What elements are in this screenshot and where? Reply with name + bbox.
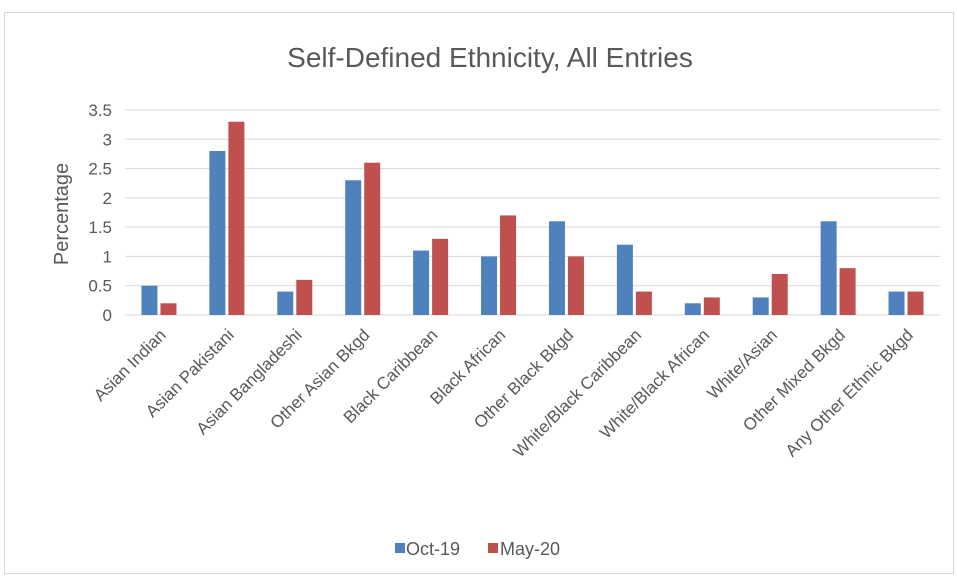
bar-oct-19-2 [277, 291, 294, 315]
y-tick-label: 3.5 [88, 101, 112, 120]
bar-may-20-4 [432, 238, 449, 315]
bar-oct-19-4 [413, 250, 430, 315]
bar-may-20-7 [635, 291, 652, 315]
chart-title: Self-Defined Ethnicity, All Entries [287, 42, 693, 73]
bar-oct-19-5 [481, 256, 498, 315]
bar-may-20-2 [296, 279, 313, 315]
y-tick-labels: 0 0.5 1 1.5 2 2.5 3 3.5 [88, 101, 112, 325]
gridlines [125, 109, 940, 316]
bars [141, 121, 924, 315]
bar-oct-19-0 [141, 285, 158, 315]
bar-may-20-3 [364, 162, 381, 315]
x-tick-label: White/Black Caribbean [509, 325, 645, 461]
bar-oct-19-10 [820, 221, 837, 315]
y-tick-label: 0 [103, 306, 112, 325]
bar-oct-19-7 [616, 244, 633, 315]
legend-label: May-20 [500, 539, 560, 559]
bar-oct-19-1 [209, 151, 226, 315]
y-axis-label: Percentage [51, 163, 73, 265]
bar-may-20-10 [839, 268, 856, 315]
legend-swatch-oct-19 [395, 543, 405, 553]
bar-may-20-8 [703, 297, 720, 315]
y-tick-label: 2.5 [88, 160, 112, 179]
bar-may-20-9 [771, 274, 788, 315]
chart-frame [4, 12, 954, 574]
bar-oct-19-11 [888, 291, 905, 315]
y-tick-label: 3 [103, 130, 112, 149]
x-tick-label: Any Other Ethnic Bkgd [782, 325, 917, 460]
legend-swatch-may-20 [488, 543, 498, 553]
bar-oct-19-8 [684, 303, 701, 315]
bar-may-20-6 [567, 256, 584, 315]
y-tick-label: 0.5 [88, 277, 112, 296]
bar-oct-19-6 [548, 221, 565, 315]
bar-may-20-0 [160, 303, 177, 315]
bar-oct-19-9 [752, 297, 769, 315]
legend: Oct-19 May-20 [395, 539, 560, 559]
bar-may-20-5 [500, 215, 517, 315]
bar-may-20-11 [907, 291, 924, 315]
y-tick-label: 1 [103, 247, 112, 266]
y-tick-label: 2 [103, 189, 112, 208]
bar-oct-19-3 [345, 180, 362, 315]
legend-label: Oct-19 [406, 539, 460, 559]
y-tick-label: 1.5 [88, 218, 112, 237]
bar-may-20-1 [228, 121, 245, 315]
